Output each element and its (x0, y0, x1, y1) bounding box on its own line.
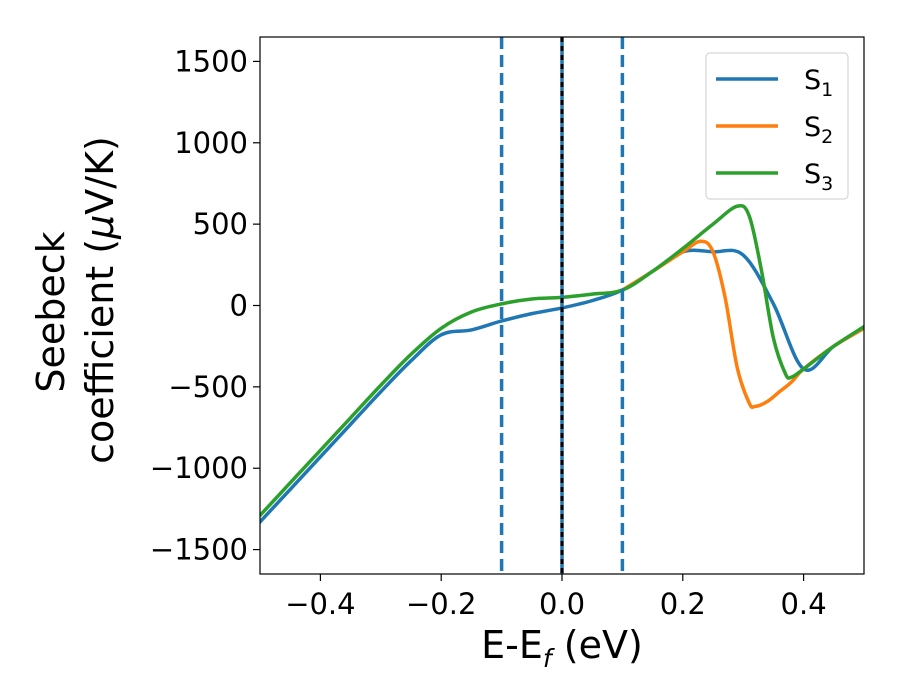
legend-label-S2: S2 (804, 112, 833, 148)
legend: S1 S2 S3 (705, 52, 849, 200)
y-tick-label: −1000 (150, 451, 248, 485)
y-axis-title-line2: coefficient (μV/K) (78, 136, 122, 464)
y-axis: −1500 −1000 −500 0 500 1000 1500 (150, 44, 260, 567)
y-axis-title-post: V/K) (78, 136, 122, 215)
legend-label-S3: S3 (804, 159, 833, 195)
y-tick-label: −500 (168, 370, 248, 404)
y-axis-title-line1: Seebeck (29, 231, 73, 392)
y-tick-label: 1500 (174, 44, 248, 78)
legend-label-S1: S1 (804, 65, 833, 101)
x-tick-label: 0.2 (660, 587, 706, 621)
y-axis-title-mu: μ (78, 215, 122, 240)
x-tick-label: 0.4 (781, 587, 827, 621)
y-tick-label: 0 (230, 289, 248, 323)
x-axis: −0.4 −0.2 0.0 0.2 0.4 (285, 574, 827, 621)
y-axis-title-pre: coefficient ( (78, 239, 122, 464)
plot-lines (260, 37, 864, 574)
x-axis-title-unit: (eV) (552, 623, 643, 667)
x-tick-label: 0.0 (539, 587, 585, 621)
x-axis-title: E-Ef (eV) (481, 623, 643, 673)
y-tick-label: 1000 (174, 126, 248, 160)
y-tick-label: 500 (193, 207, 248, 241)
x-tick-label: −0.4 (285, 587, 355, 621)
x-axis-title-main: E-E (481, 623, 543, 667)
x-tick-label: −0.2 (406, 587, 476, 621)
y-tick-label: −1500 (150, 533, 248, 567)
